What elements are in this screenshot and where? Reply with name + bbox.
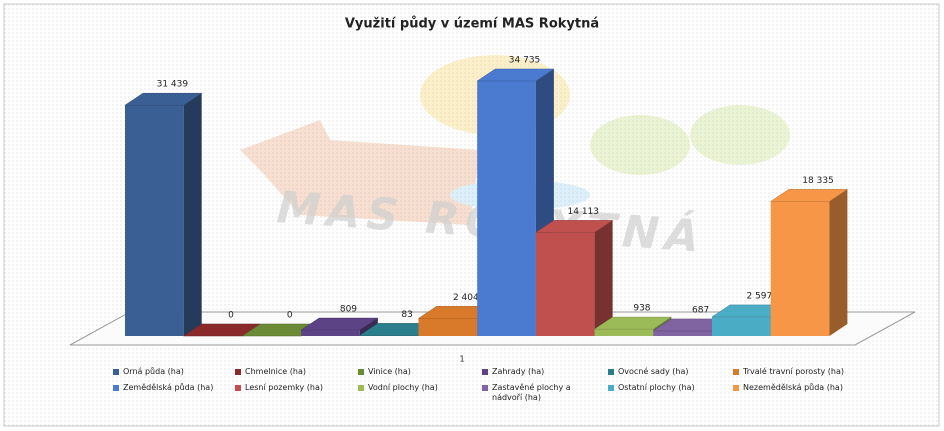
legend-swatch (733, 385, 739, 391)
legend-label: Lesní pozemky (ha) (245, 383, 323, 392)
legend-item: Nezemědělská půda (ha) (733, 383, 845, 393)
legend-label: Nezemědělská půda (ha) (743, 383, 843, 392)
legend-swatch (113, 369, 119, 375)
data-label: 0 (228, 311, 234, 321)
x-tick-label: 1 (459, 355, 464, 364)
data-label: 938 (633, 304, 650, 314)
data-label: 83 (401, 310, 412, 320)
data-label: 14 113 (568, 207, 600, 217)
legend-swatch (733, 369, 739, 375)
data-label: 2 404 (453, 293, 479, 303)
legend-item: Chmelnice (ha) (235, 367, 347, 377)
bar-front (712, 316, 771, 336)
legend-label: Zahrady (ha) (492, 367, 545, 376)
data-label: 809 (340, 305, 357, 315)
legend-swatch (608, 385, 614, 391)
legend-swatch (235, 369, 241, 375)
legend-label: Zemědělská půda (ha) (123, 383, 214, 392)
bar (535, 220, 614, 336)
data-label: 2 597 (746, 291, 772, 301)
legend-label: Vodní plochy (ha) (368, 383, 438, 392)
data-label: 687 (692, 305, 709, 315)
bar-front (770, 201, 830, 336)
legend-swatch (113, 385, 119, 391)
legend-item: Zastavěné plochy a nádvoří (ha) (482, 383, 594, 403)
bar-front (418, 318, 478, 336)
bar-side (183, 93, 202, 336)
bar-front (477, 81, 536, 336)
legend-swatch (482, 369, 488, 375)
legend-item: Trvalé travní porosty (ha) (733, 367, 845, 377)
legend-swatch (358, 385, 364, 391)
legend-label: Ostatní plochy (ha) (618, 383, 695, 392)
bar-front (125, 105, 184, 336)
bar-side (829, 189, 848, 336)
bar-front (535, 232, 595, 336)
legend-swatch (235, 385, 241, 391)
legend-swatch (608, 369, 614, 375)
bar-front (301, 330, 360, 336)
bar-side (594, 220, 613, 336)
legend-item: Ovocné sady (ha) (608, 367, 720, 377)
legend-item: Vinice (ha) (358, 367, 470, 377)
bar-front (359, 335, 419, 336)
legend-item: Zemědělská půda (ha) (113, 383, 225, 393)
chart-title: Využití půdy v území MAS Rokytná (345, 17, 599, 32)
data-label: 31 439 (157, 80, 189, 90)
data-label: 34 735 (509, 56, 541, 66)
legend-label: Ovocné sady (ha) (618, 367, 689, 376)
legend-label: Zastavěné plochy a nádvoří (ha) (492, 383, 571, 402)
bar (124, 92, 203, 336)
legend-item: Vodní plochy (ha) (358, 383, 470, 393)
legend-swatch (482, 385, 488, 391)
bar-front (653, 330, 712, 336)
legend-label: Chmelnice (ha) (245, 367, 306, 376)
legend-item: Zahrady (ha) (482, 367, 594, 377)
legend-item: Lesní pozemky (ha) (235, 383, 347, 393)
data-label: 0 (287, 311, 293, 321)
legend-label: Vinice (ha) (368, 367, 411, 376)
legend-label: Orná půda (ha) (123, 367, 184, 376)
bar (769, 189, 849, 336)
data-label: 18 335 (802, 176, 834, 186)
bar-side (359, 318, 378, 336)
legend-item: Orná půda (ha) (113, 367, 225, 377)
bar-front (594, 329, 654, 336)
legend-item: Ostatní plochy (ha) (608, 383, 720, 393)
legend-label: Trvalé travní porosty (ha) (743, 367, 844, 376)
legend-swatch (358, 369, 364, 375)
bar (300, 317, 379, 336)
